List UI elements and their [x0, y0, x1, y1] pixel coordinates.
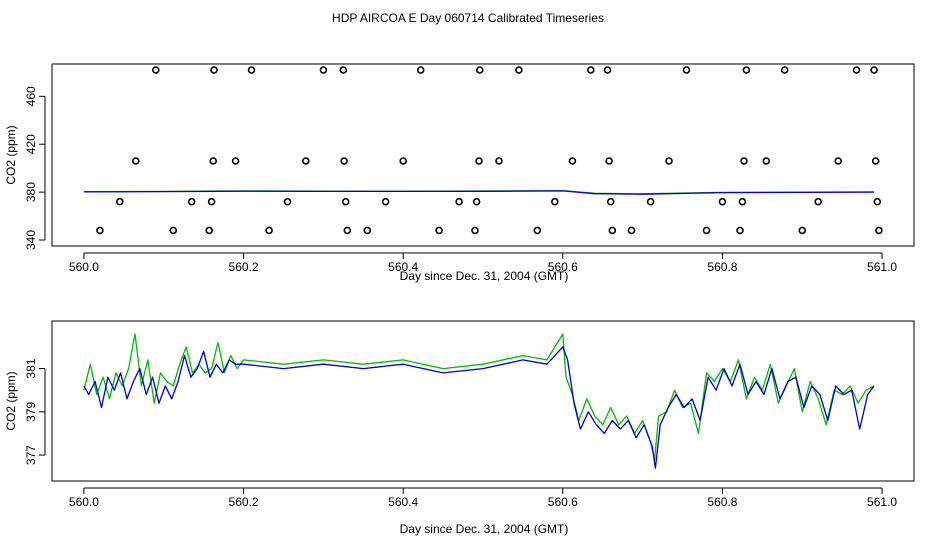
data-point: [533, 226, 542, 235]
data-point: [603, 66, 612, 74]
x-tick-label: 561.0: [867, 495, 897, 509]
x-axis-label: Day since Dec. 31, 2004 (GMT): [400, 269, 569, 283]
data-point: [301, 157, 310, 165]
x-tick-label: 560.2: [229, 260, 259, 274]
data-point: [780, 66, 789, 74]
series-line-green: [83, 333, 875, 461]
data-point: [718, 197, 727, 206]
panel-bottom: 560.0 560.2 560.4 560.6 560.8 561.0 377 379 381…: [4, 320, 915, 536]
data-point: [283, 197, 292, 206]
data-point: [515, 66, 523, 74]
data-point: [871, 157, 880, 165]
data-point: [231, 157, 240, 165]
y-tick-label: 381: [24, 358, 38, 378]
y-tick-label: 380: [24, 182, 38, 202]
data-point: [265, 226, 273, 235]
y-tick-label: 379: [24, 401, 38, 421]
data-point: [207, 197, 216, 206]
data-point: [798, 226, 807, 235]
series-line-blue: [83, 190, 875, 195]
y-axis-label: CO2 (ppm): [4, 371, 18, 430]
data-point: [605, 157, 613, 165]
data-point: [873, 197, 882, 206]
points-layer: [96, 66, 883, 235]
x-tick-label: 560.8: [707, 495, 737, 509]
x-axis-label: Day since Dec. 31, 2004 (GMT): [400, 522, 569, 536]
data-point: [210, 66, 218, 74]
data-point: [646, 197, 655, 206]
data-point: [471, 226, 479, 235]
series-layer: [83, 190, 875, 195]
data-point: [682, 66, 691, 74]
data-point: [152, 66, 160, 74]
data-point: [209, 157, 217, 165]
y-tick-label: 377: [24, 445, 38, 465]
plot-frame: [51, 63, 915, 247]
data-point: [169, 226, 178, 235]
x-tick-label: 561.0: [867, 260, 897, 274]
plot-frame: [51, 320, 915, 482]
data-point: [381, 197, 390, 206]
data-point: [762, 157, 771, 165]
x-axis: 560.0 560.2 560.4 560.6 560.8 561.0: [69, 252, 897, 274]
panel-top: 560.0 560.2 560.4 560.6 560.8 561.0 340 380 420…: [4, 63, 915, 283]
data-point: [205, 226, 213, 235]
data-point: [247, 66, 256, 74]
data-point: [586, 66, 595, 74]
data-point: [116, 197, 124, 206]
data-point: [814, 197, 823, 206]
data-point: [435, 226, 443, 235]
data-point: [339, 66, 348, 74]
data-point: [340, 157, 348, 165]
data-point: [606, 197, 615, 206]
data-point: [187, 197, 196, 206]
data-point: [852, 66, 861, 74]
data-point: [568, 157, 577, 165]
data-point: [96, 226, 104, 235]
x-axis: 560.0 560.2 560.4 560.6 560.8 561.0: [69, 487, 897, 509]
x-tick-label: 560.2: [229, 495, 259, 509]
series-layer: [83, 333, 875, 469]
x-tick-label: 560.4: [388, 495, 418, 509]
data-point: [399, 157, 408, 165]
data-point: [132, 157, 140, 165]
data-point: [875, 226, 883, 235]
data-point: [870, 66, 878, 74]
data-point: [738, 197, 747, 206]
data-point: [416, 66, 425, 74]
data-point: [736, 226, 744, 235]
data-point: [363, 226, 372, 235]
data-point: [343, 226, 352, 235]
x-tick-label: 560.6: [548, 260, 578, 274]
chart-title: HDP AIRCOA E Day 060714 Calibrated Times…: [332, 11, 604, 25]
y-tick-label: 420: [24, 134, 38, 154]
data-point: [550, 197, 559, 206]
y-axis-label: CO2 (ppm): [4, 125, 18, 184]
data-point: [627, 226, 636, 235]
data-point: [608, 226, 617, 235]
data-point: [319, 66, 328, 74]
x-tick-label: 560.0: [69, 260, 99, 274]
y-axis: 340 380 420 460: [24, 86, 46, 250]
series-line-blue: [83, 346, 875, 469]
data-point: [702, 226, 711, 235]
x-tick-label: 560.0: [69, 495, 99, 509]
x-tick-label: 560.4: [388, 260, 418, 274]
x-tick-label: 560.8: [707, 260, 737, 274]
data-point: [740, 157, 748, 165]
data-point: [341, 197, 350, 206]
data-point: [495, 157, 503, 165]
data-point: [472, 197, 481, 206]
y-tick-label: 340: [24, 230, 38, 250]
data-point: [665, 157, 673, 165]
y-axis: 377 379 381: [24, 358, 46, 465]
y-tick-label: 460: [24, 86, 38, 106]
data-point: [475, 157, 483, 165]
data-point: [455, 197, 463, 206]
data-point: [475, 66, 484, 74]
data-point: [742, 66, 751, 74]
x-tick-label: 560.6: [548, 495, 578, 509]
data-point: [834, 157, 843, 165]
